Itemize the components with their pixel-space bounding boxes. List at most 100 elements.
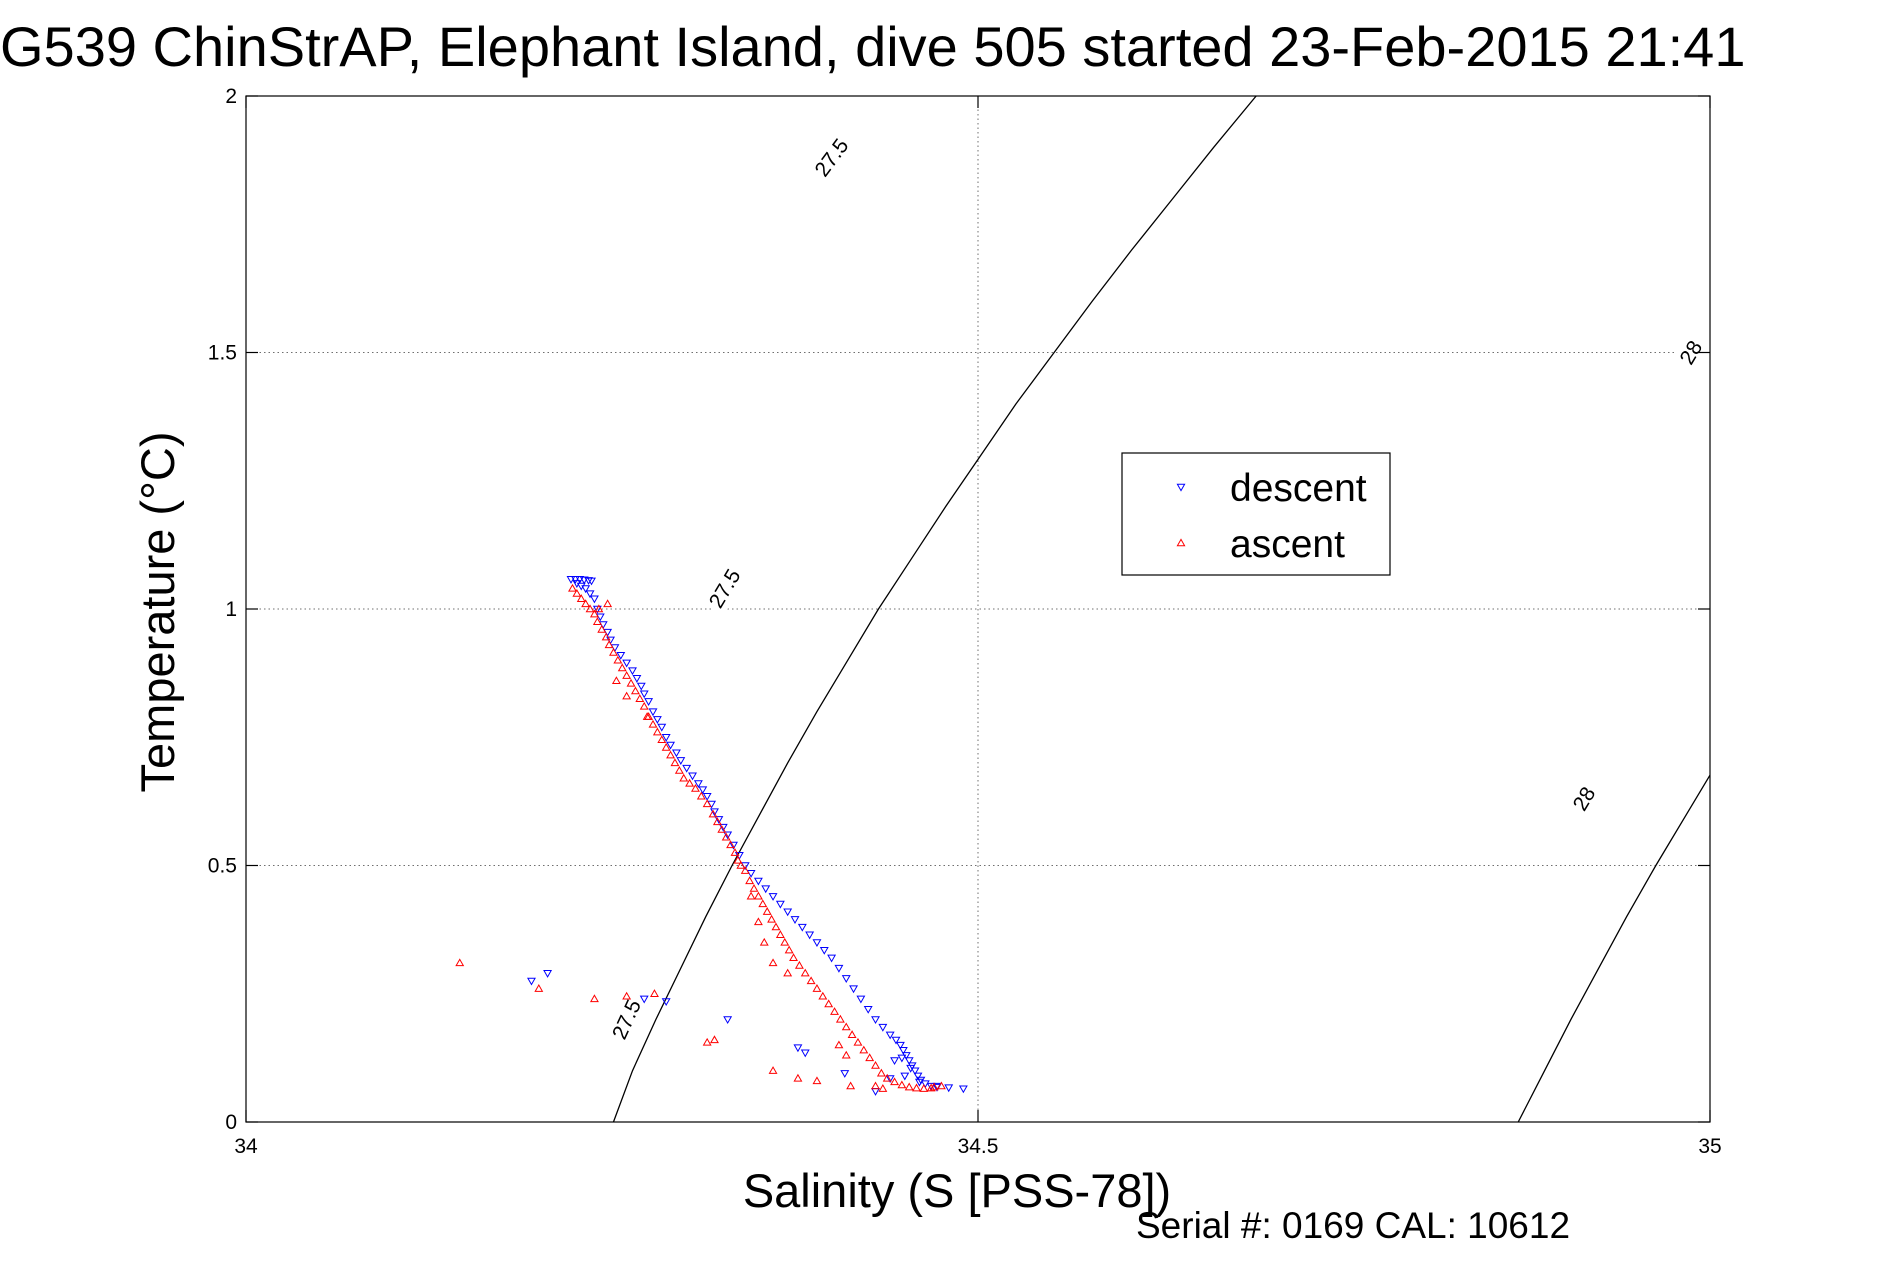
descent-point: [783, 908, 793, 917]
ascent-point: [589, 994, 599, 1003]
descent-point: [543, 970, 553, 978]
ascent-point: [592, 617, 602, 626]
descent-point: [897, 1054, 907, 1063]
descent-point: [666, 741, 676, 750]
y-tick-label: 1: [225, 598, 237, 621]
ascent-point: [806, 976, 816, 985]
ascent-point: [635, 694, 645, 702]
descent-point: [840, 1070, 850, 1078]
ascent-point: [601, 632, 611, 641]
descent-point: [729, 841, 738, 850]
descent-point: [849, 985, 859, 994]
descent-point: [885, 1031, 895, 1040]
descent-point: [636, 682, 646, 691]
descent-point: [910, 1067, 920, 1076]
descent-point: [581, 585, 591, 594]
descent-point: [661, 734, 671, 742]
descent-point: [592, 605, 602, 614]
descent-point: [702, 793, 712, 801]
descent-point: [775, 900, 785, 909]
ascent-point: [603, 599, 613, 608]
y-tick-label: 0: [225, 1111, 237, 1134]
ascent-point: [630, 686, 640, 695]
legend-ascent-label: ascent: [1230, 523, 1345, 566]
descent-point: [585, 590, 595, 599]
descent-point: [657, 723, 667, 732]
descent-point: [944, 1084, 954, 1093]
y-tick-label: 2: [225, 85, 237, 108]
ascent-point: [745, 876, 755, 885]
descent-point: [671, 749, 681, 758]
descent-point: [797, 923, 807, 932]
descent-point: [834, 964, 844, 973]
descent-point: [841, 975, 851, 983]
descent-point: [819, 946, 829, 955]
descent-point: [639, 690, 649, 699]
ascent-point: [830, 1007, 839, 1015]
descent-point: [827, 954, 837, 963]
ascent-point: [793, 1073, 803, 1082]
ascent-point: [733, 855, 743, 864]
descent-point: [753, 877, 763, 886]
ascent-point: [780, 937, 790, 946]
contour-line-1: [1517, 773, 1710, 1122]
ascent-point: [622, 671, 632, 679]
ascent-point: [568, 583, 577, 592]
ascent-point: [710, 1035, 719, 1044]
ascent-point: [784, 945, 794, 954]
ascent-point: [818, 991, 828, 1000]
ascent-point: [919, 1084, 929, 1092]
descent-point: [639, 995, 649, 1004]
descent-point: [527, 977, 536, 986]
descent-point: [793, 1044, 803, 1053]
ascent-point: [666, 750, 676, 759]
descent-point: [900, 1072, 910, 1081]
ascent-point: [572, 589, 582, 597]
ascent-point: [594, 604, 604, 613]
descent-point: [906, 1064, 916, 1073]
descent-point: [904, 1057, 914, 1066]
x-tick-label: 34.5: [958, 1135, 999, 1158]
descent-point: [898, 1046, 908, 1055]
ascent-point: [783, 968, 793, 977]
descent-point: [895, 1041, 905, 1050]
descent-point: [572, 580, 582, 588]
descent-point: [661, 998, 671, 1007]
descent-point: [901, 1052, 911, 1060]
ascent-point: [730, 848, 740, 856]
ascent-point: [576, 594, 586, 602]
ascent-point: [834, 1040, 844, 1049]
ascent-point: [702, 799, 712, 808]
y-axis-label: Temperature (°C): [131, 432, 184, 793]
ascent-point: [690, 783, 700, 792]
descent-point: [576, 582, 586, 591]
ascent-point: [581, 599, 591, 608]
ascent-point: [759, 937, 769, 946]
chart-title: G539 ChinStrAP, Elephant Island, dive 50…: [0, 15, 1745, 78]
ascent-point: [585, 604, 595, 613]
ascent-point: [657, 735, 667, 744]
x-axis-label: Salinity (S [PSS-78]): [743, 1164, 1171, 1217]
ascent-point: [904, 1082, 914, 1091]
descent-point: [871, 1016, 880, 1025]
contour-label-bg: [604, 992, 649, 1047]
descent-point: [812, 939, 822, 948]
descent-point: [587, 577, 596, 586]
descent-point: [768, 893, 778, 901]
ascent-point: [721, 832, 731, 841]
contour-label-bg: [1667, 325, 1715, 380]
ascent-point: [926, 1083, 936, 1092]
ascent-point: [736, 860, 746, 869]
series-ascent: [455, 583, 946, 1092]
ascent-point: [622, 991, 632, 1000]
ascent-point: [876, 1068, 886, 1077]
ascent-point: [871, 1060, 880, 1069]
ascent-point: [746, 891, 756, 900]
ascent-point: [794, 960, 804, 969]
ascent-point: [649, 989, 659, 997]
ascent-point: [622, 691, 632, 700]
descent-point: [632, 675, 642, 683]
ascent-point: [789, 953, 798, 962]
ascent-point: [679, 773, 689, 782]
